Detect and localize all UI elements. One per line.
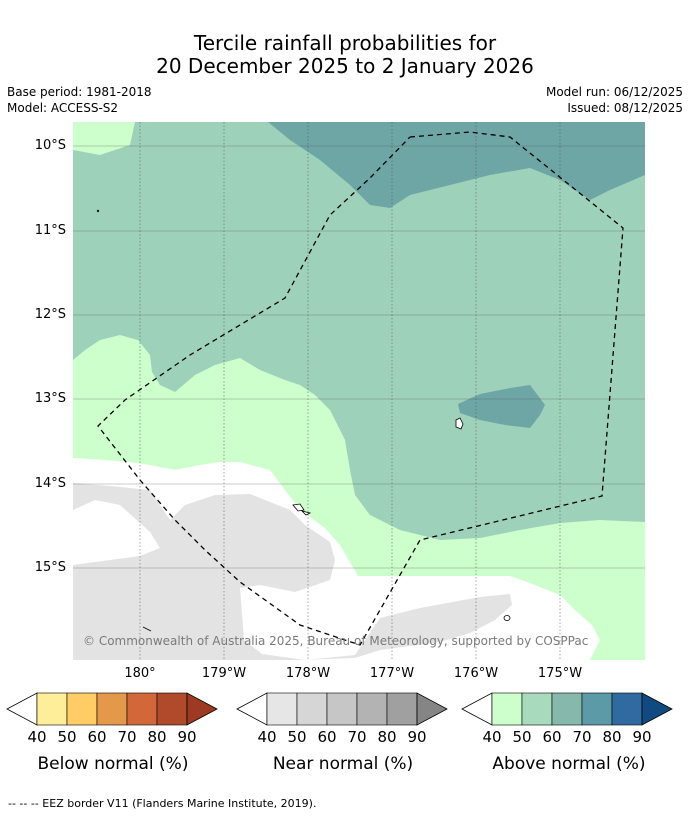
lon-label: 175°W [537,666,583,681]
eez-border [97,131,624,646]
legend-swatch [611,692,643,726]
lon-label: 177°W [369,666,415,681]
lat-label: 11°S [34,223,66,238]
legend-swatch [356,692,388,726]
legend-tick: 80 [147,728,167,746]
legend-title-below: Below normal (%) [37,754,189,774]
legend-tick: 40 [27,728,47,746]
legend-near-normal [236,692,448,726]
chart-title-line1: Tercile rainfall probabilities for [193,31,497,55]
base-period-label: Base period: 1981-2018 [7,85,152,99]
legend-high-extend [641,692,673,726]
gridlines [73,145,645,569]
legend-swatch [491,692,523,726]
legend-tick: 40 [482,728,502,746]
legend-title-above: Above normal (%) [492,754,646,774]
legend-high-extend [186,692,218,726]
footnote: -- -- -- EEZ border V11 (Flanders Marine… [8,797,317,810]
lon-label: 178°W [285,666,331,681]
legend-tick: 60 [87,728,107,746]
legend-above-normal [461,692,673,726]
legend-swatch [326,692,358,726]
islands [96,209,511,632]
legend-tick: 70 [572,728,592,746]
above-normal-50-region [73,122,645,540]
legend-low-extend [461,692,493,726]
legend-swatch [521,692,553,726]
legend-title-near: Near normal (%) [272,754,414,774]
legend-swatch [551,692,583,726]
legend-swatch [66,692,98,726]
legend-tick: 90 [632,728,652,746]
legend-tick: 70 [117,728,137,746]
meridians [139,122,561,660]
legend-tick: 40 [257,728,277,746]
legend-tick: 90 [407,728,427,746]
legend-high-extend [416,692,448,726]
lon-label: 179°W [201,666,247,681]
legend-tick: 60 [317,728,337,746]
above-normal-60-region-east [458,385,545,428]
legend-tick: 90 [177,728,197,746]
rainfall-map [73,122,645,660]
legend-tick: 80 [602,728,622,746]
legend-swatch [266,692,298,726]
legend-swatch [296,692,328,726]
lat-label: 14°S [34,476,66,491]
legend-swatch [156,692,188,726]
legend-low-extend [6,692,38,726]
model-run-label: Model run: 06/12/2025 [545,85,683,99]
lon-label: 176°W [453,666,499,681]
lat-label: 13°S [34,391,66,406]
legend-swatch [126,692,158,726]
legend-swatch [96,692,128,726]
copyright-notice: © Commonwealth of Australia 2025, Bureau… [83,634,589,648]
issued-label: Issued: 08/12/2025 [567,101,683,115]
lat-label: 15°S [34,560,66,575]
lat-label: 12°S [34,307,66,322]
above-normal-60-region-north [268,122,645,208]
chart-title-line2: 20 December 2025 to 2 January 2026 [156,54,534,78]
legend-tick: 50 [57,728,77,746]
legend-swatch [386,692,418,726]
legend-tick: 50 [287,728,307,746]
legend-swatch [36,692,68,726]
legend-below-normal [6,692,218,726]
lat-label: 10°S [34,138,66,153]
legend-tick: 50 [512,728,532,746]
legend-tick: 80 [377,728,397,746]
model-label: Model: ACCESS-S2 [7,101,119,115]
legend-low-extend [236,692,268,726]
legend-swatch [581,692,613,726]
legend-tick: 70 [347,728,367,746]
legend-tick: 60 [542,728,562,746]
lon-label: 180° [124,666,156,681]
